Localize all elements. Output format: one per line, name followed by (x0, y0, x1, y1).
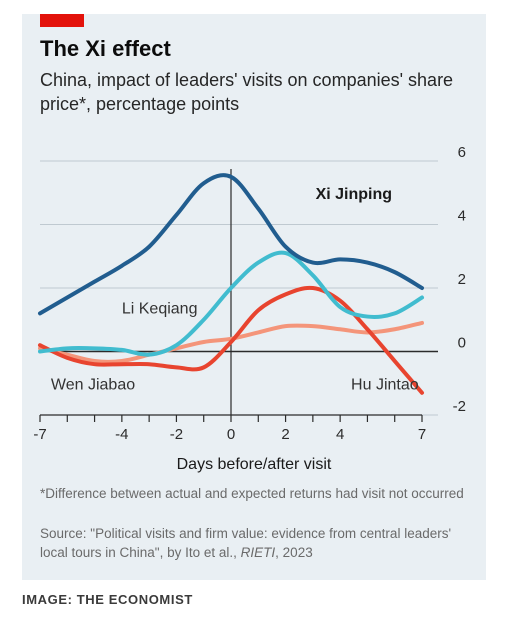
x-axis-title: Days before/after visit (176, 456, 332, 473)
source-text: Source: "Political visits and firm value… (40, 526, 452, 560)
series-label-wen-jiabao: Wen Jiabao (51, 377, 135, 394)
brand-red-tag (40, 14, 84, 27)
y-tick-label: 0 (458, 335, 466, 352)
y-tick-label: 4 (458, 208, 466, 225)
source-note: Source: "Political visits and firm value… (40, 524, 480, 562)
chart-title: The Xi effect (40, 36, 171, 61)
x-tick-label: 4 (336, 426, 344, 443)
x-tick-label: 0 (227, 426, 235, 443)
series-label-li-keqiang: Li Keqiang (122, 300, 198, 317)
x-tick-label: -2 (170, 426, 183, 443)
series-line-li-keqiang (38, 250, 424, 357)
image-credit: IMAGE: THE ECONOMIST (22, 592, 193, 607)
series-label-xi-jinping: Xi Jinping (316, 186, 392, 203)
line-chart: 6 4 2 0 -2 -7 -4 -2 0 2 4 7 Xi Jinping Li Keqiang Wen … (33, 144, 466, 443)
source-publication: RIETI (240, 545, 276, 560)
series-line-hu-jintao (38, 285, 424, 395)
series-line-wen-jiabao (38, 320, 424, 364)
series-label-hu-jintao: Hu Jintao (351, 377, 419, 394)
footnote: *Difference between actual and expected … (40, 486, 464, 501)
y-tick-label: 2 (458, 271, 466, 288)
x-tick-label: 2 (281, 426, 289, 443)
x-tick-label: 7 (418, 426, 426, 443)
source-year: , 2023 (275, 545, 313, 560)
series-line-xi-jinping (38, 173, 424, 316)
y-tick-label: 6 (458, 144, 466, 161)
x-tick-label: -4 (115, 426, 128, 443)
y-tick-label: -2 (453, 398, 466, 415)
chart-subtitle: China, impact of leaders' visits on comp… (40, 70, 454, 114)
chart-card: The Xi effect China, impact of leaders' … (22, 14, 486, 580)
x-tick-label: -7 (33, 426, 46, 443)
